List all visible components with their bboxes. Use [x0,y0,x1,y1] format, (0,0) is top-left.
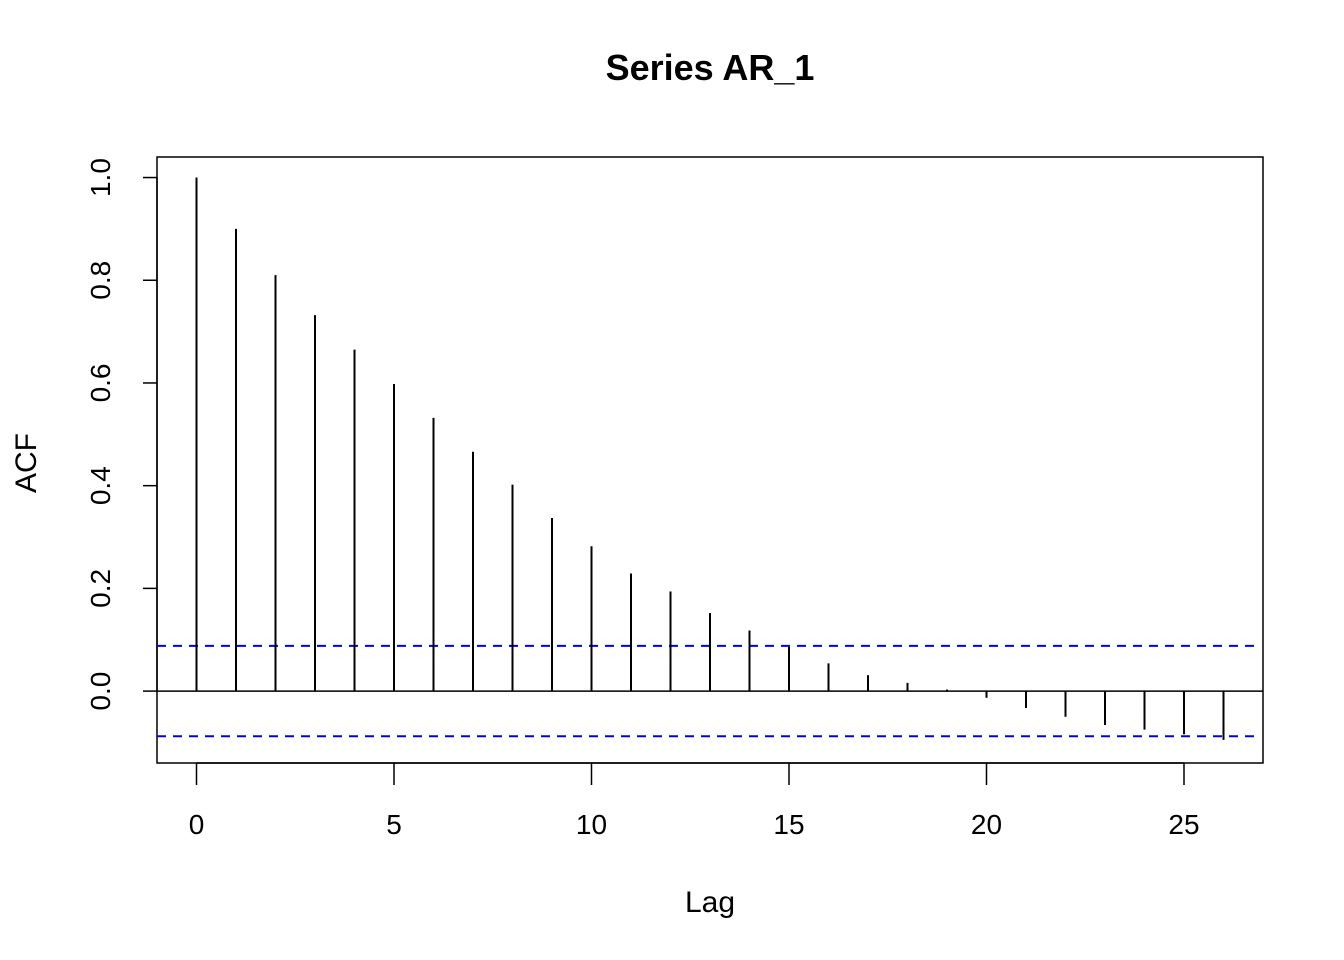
x-tick-label: 10 [576,809,607,840]
y-axis-label: ACF [10,433,43,493]
x-tick-label: 20 [971,809,1002,840]
y-tick-label: 0.0 [85,672,116,711]
x-axis-label: Lag [685,886,735,919]
y-tick-label: 0.6 [85,363,116,402]
confidence-bounds [157,644,1259,738]
y-tick-label: 1.0 [85,158,116,197]
x-tick-label: 0 [189,809,205,840]
y-axis: 0.0 0.2 0.4 0.6 0.8 1.0 [85,158,158,711]
x-axis: 0 5 10 15 20 25 [189,762,1200,840]
x-tick-label: 5 [386,809,402,840]
acf-bars [195,177,1225,740]
x-tick-label: 25 [1168,809,1199,840]
y-tick-label: 0.4 [85,466,116,505]
y-tick-label: 0.2 [85,569,116,608]
y-tick-label: 0.8 [85,261,116,300]
x-tick-label: 15 [773,809,804,840]
chart-title: Series AR_1 [606,47,815,88]
